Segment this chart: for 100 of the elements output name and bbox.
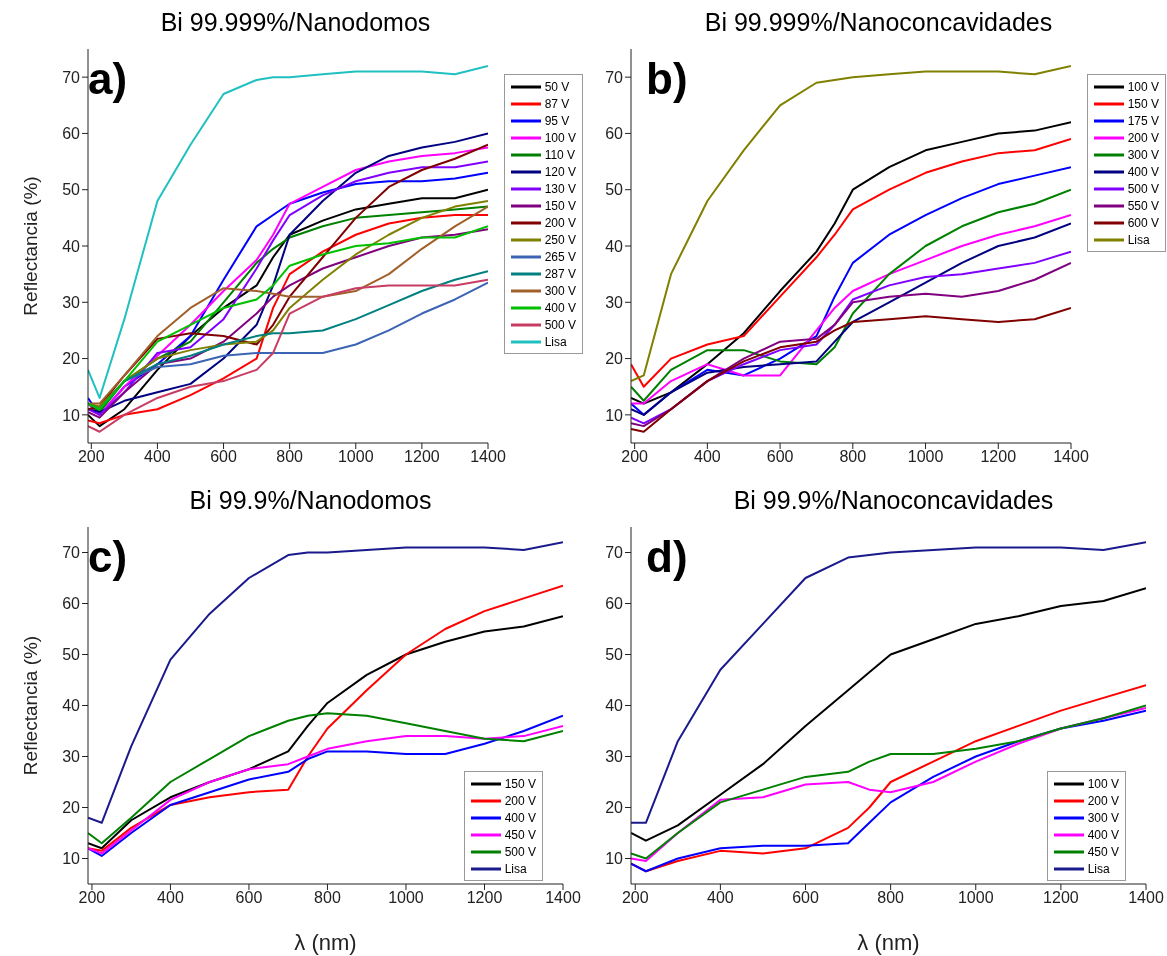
legend-label: 550 V <box>1127 198 1159 213</box>
legend-label: 450 V <box>1087 844 1119 859</box>
legend-label: 87 V <box>544 96 570 111</box>
x-tick-label: 1200 <box>466 889 503 907</box>
legend-label: 200 V <box>504 793 536 808</box>
legend-label: 500 V <box>1127 181 1159 196</box>
line-series <box>631 587 1146 842</box>
legend-label: 120 V <box>544 164 576 179</box>
y-tick-label: 70 <box>605 68 624 86</box>
y-tick-label: 30 <box>605 293 624 311</box>
y-axis-title: Reflectancia (%) <box>19 176 41 316</box>
chart-title: Bi 99.999%/Nanoconcavidades <box>703 8 1054 38</box>
y-tick-label: 50 <box>605 181 624 199</box>
x-tick-label: 600 <box>210 448 237 466</box>
legend-label: 250 V <box>544 232 576 247</box>
legend-label: 600 V <box>1127 215 1159 230</box>
x-tick-label: 200 <box>621 448 649 466</box>
x-tick-label: 1200 <box>1043 889 1079 907</box>
y-tick-label: 50 <box>62 181 81 199</box>
y-tick-label: 20 <box>62 350 81 368</box>
legend-label: 200 V <box>1127 130 1159 145</box>
legend-label: 500 V <box>504 844 536 859</box>
y-tick-label: 40 <box>62 697 81 715</box>
legend-label: 287 V <box>544 266 576 281</box>
y-tick-label: 40 <box>605 237 624 255</box>
x-tick-label: 400 <box>694 448 721 466</box>
x-tick-label: 600 <box>792 889 819 907</box>
line-series <box>88 278 488 433</box>
legend-label: 130 V <box>544 181 576 196</box>
chart-title: Bi 99.9%/Nanoconcavidades <box>732 486 1055 516</box>
y-tick-label: 30 <box>62 748 81 766</box>
x-tick-label: 1000 <box>388 889 424 907</box>
legend-label: Lisa <box>504 861 527 876</box>
x-axis-title: λ (nm) <box>294 929 357 955</box>
y-tick-label: 70 <box>605 544 624 562</box>
chart-title: Bi 99.9%/Nanodomos <box>188 486 433 516</box>
y-tick-label: 70 <box>62 68 81 86</box>
line-series <box>631 541 1146 824</box>
y-tick-label: 60 <box>62 595 81 613</box>
x-tick-label: 1200 <box>404 448 440 466</box>
x-tick-label: 200 <box>621 889 649 907</box>
x-tick-label: 800 <box>276 448 304 466</box>
legend-label: 400 V <box>1127 164 1159 179</box>
x-tick-label: 1000 <box>907 448 944 466</box>
y-tick-label: 10 <box>62 406 81 424</box>
legend-label: 400 V <box>1087 827 1119 842</box>
x-tick-label: 1400 <box>545 889 581 907</box>
y-tick-label: 50 <box>605 646 624 664</box>
y-tick-label: 60 <box>62 125 81 143</box>
x-tick-label: 200 <box>78 889 106 907</box>
y-tick-label: 10 <box>605 850 624 868</box>
legend-label: 50 V <box>544 79 570 94</box>
y-tick-label: 30 <box>62 293 81 311</box>
legend-label: 400 V <box>544 300 576 315</box>
line-series <box>88 541 563 824</box>
legend-label: Lisa <box>1087 861 1110 876</box>
x-tick-label: 1400 <box>1053 448 1089 466</box>
y-tick-label: 10 <box>62 850 81 868</box>
x-tick-label: 400 <box>157 889 184 907</box>
x-tick-label: 400 <box>144 448 171 466</box>
x-tick-label: 1400 <box>1128 889 1164 907</box>
x-tick-label: 1000 <box>337 448 374 466</box>
x-tick-label: 1200 <box>980 448 1017 466</box>
legend-label: 150 V <box>1127 96 1159 111</box>
legend-label: 300 V <box>1087 810 1119 825</box>
y-axis-title: Reflectancia (%) <box>19 635 41 776</box>
x-tick-label: 1000 <box>957 889 994 907</box>
line-series <box>631 306 1071 433</box>
y-tick-label: 60 <box>605 595 624 613</box>
legend-label: Lisa <box>1127 232 1150 247</box>
x-tick-label: 800 <box>839 448 867 466</box>
y-tick-label: 10 <box>605 406 624 424</box>
x-axis-title: λ (nm) <box>857 929 920 955</box>
x-tick-label: 600 <box>235 889 263 907</box>
legend-label: 265 V <box>544 249 576 264</box>
annotation: c) <box>88 532 128 582</box>
y-tick-label: 20 <box>605 350 624 368</box>
legend-label: 200 V <box>544 215 576 230</box>
chart-title: Bi 99.999%/Nanodomos <box>159 8 432 38</box>
legend-label: 450 V <box>504 827 536 842</box>
annotation: b) <box>646 54 688 104</box>
y-tick-label: 70 <box>62 544 81 562</box>
y-tick-label: 20 <box>62 799 81 817</box>
y-tick-label: 30 <box>605 748 624 766</box>
x-tick-label: 400 <box>707 889 734 907</box>
legend-label: 300 V <box>544 283 576 298</box>
legend-label: 100 V <box>1087 776 1119 791</box>
x-tick-label: 800 <box>877 889 905 907</box>
legend-label: 200 V <box>1087 793 1119 808</box>
y-tick-label: 50 <box>62 646 81 664</box>
x-tick-label: 200 <box>77 448 105 466</box>
annotation: d) <box>646 532 688 582</box>
line-series <box>631 64 1071 383</box>
legend-label: 100 V <box>544 130 576 145</box>
legend-label: 100 V <box>1127 79 1159 94</box>
legend-label: 95 V <box>544 113 570 128</box>
x-tick-label: 600 <box>766 448 794 466</box>
legend-label: Lisa <box>544 334 567 349</box>
legend-label: 175 V <box>1127 113 1159 128</box>
x-tick-label: 800 <box>314 889 341 907</box>
